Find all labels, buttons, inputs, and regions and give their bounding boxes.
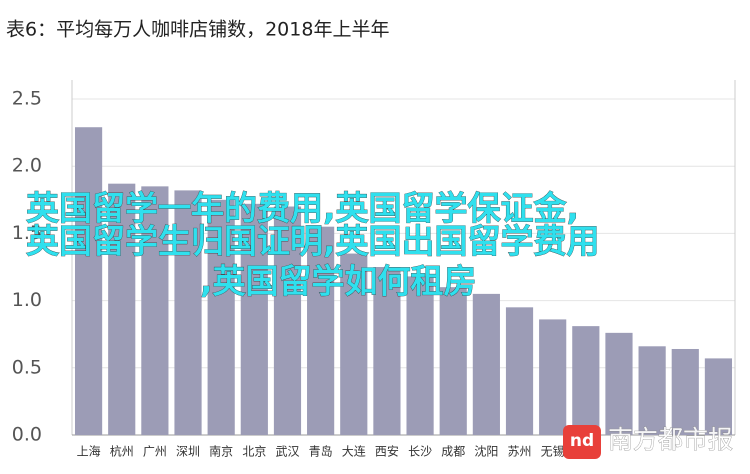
x-tick-label: 上海 [77, 444, 101, 459]
bar [240, 203, 268, 435]
x-tick-label: 广州 [143, 445, 167, 459]
x-tick-label: 苏州 [508, 445, 532, 459]
bar [704, 358, 733, 435]
bar [74, 127, 103, 435]
watermark-text: 英国留学生归国证明,英国出国留学费用 [26, 222, 600, 261]
bar [307, 226, 335, 435]
logo-badge [563, 425, 601, 459]
bar [340, 253, 368, 435]
bar [174, 190, 202, 435]
bar [141, 186, 169, 435]
bar [406, 276, 434, 435]
x-tick-label: 南京 [209, 444, 233, 459]
y-tick-label: 0.5 [12, 356, 42, 378]
x-tick-label: 杭州 [110, 444, 134, 459]
x-tick-label: 西安 [375, 444, 399, 459]
bar [671, 348, 699, 435]
y-tick-label: 0.0 [12, 424, 42, 446]
bar [638, 346, 666, 435]
x-tick-label: 青岛 [309, 444, 333, 459]
y-tick-label: 2.5 [12, 88, 42, 110]
x-tick-label: 沈阳 [474, 444, 498, 459]
x-tick-label: 武汉 [275, 445, 299, 459]
bar [273, 206, 302, 435]
bar [108, 183, 136, 435]
y-tick-label: 1.0 [12, 289, 42, 311]
x-tick-label: 成都 [441, 445, 465, 459]
logo-text: 南方都市报 [608, 425, 733, 454]
watermark-text: ,英国留学如何租房 [200, 262, 477, 301]
x-tick-label: 长沙 [408, 445, 432, 459]
x-tick-label: 无锡 [541, 444, 565, 459]
bar [373, 267, 401, 435]
bar [207, 199, 235, 435]
bar [472, 293, 500, 435]
watermark-text: 英国留学一年的费用,英国留学保证金, [26, 189, 579, 228]
x-tick-label: 大连 [342, 444, 366, 459]
logo: nd [570, 431, 594, 451]
chart-title: 表6：平均每万人咖啡店铺数，2018年上半年 [6, 19, 389, 41]
bar [539, 319, 567, 435]
bar [605, 332, 633, 435]
x-tick-label: 深圳 [176, 445, 200, 459]
bar [572, 326, 600, 435]
bar [439, 287, 467, 435]
y-tick-label: 1.5 [12, 222, 42, 244]
y-tick-label: 2.0 [12, 155, 42, 177]
bar [505, 307, 534, 435]
x-tick-label: 北京 [242, 445, 266, 459]
